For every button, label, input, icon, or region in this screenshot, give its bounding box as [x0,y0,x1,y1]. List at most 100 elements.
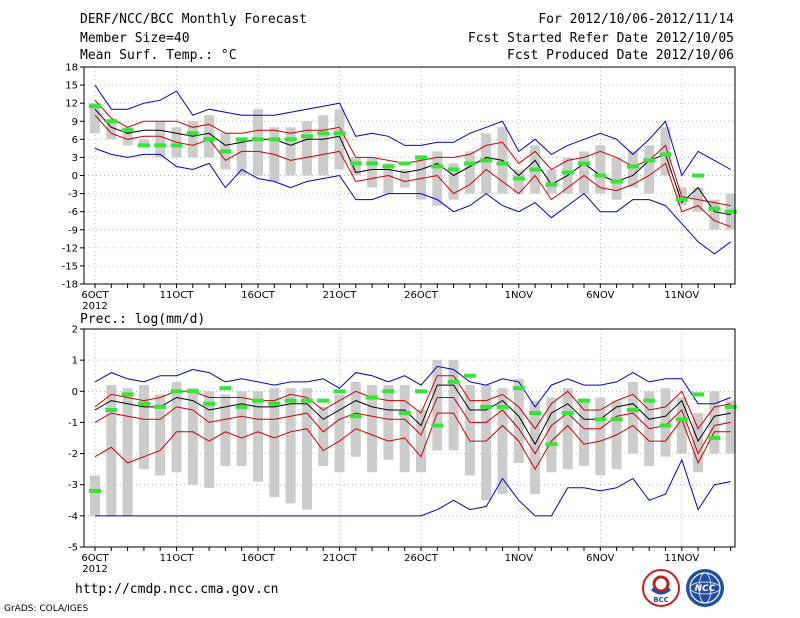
prec-climatology-marker [154,404,167,409]
prec-ensemble-box [138,385,149,470]
prec-x-tick-label: 11OCT [160,553,195,564]
prec-climatology-marker [398,411,411,416]
temp-ensemble-box [367,157,378,188]
prec-climatology-marker [692,392,705,397]
temp-climatology-marker [203,137,216,142]
temp-y-tick-label: 15 [65,81,78,92]
temp-ensemble-box [546,169,557,194]
temp-x-tick-label: 16OCT [241,290,276,301]
temp-year-label: 2012 [82,301,107,312]
prec-ensemble-box [530,400,541,495]
prec-ensemble-box [513,378,524,463]
prec-lower-quartile-line [94,397,731,455]
prec-ensemble-box [187,388,198,485]
temp-ensemble-box [464,151,475,194]
prec-y-tick-label: 1 [72,356,78,367]
start-date: Fcst Started Refer Date 2012/10/05 [467,31,734,46]
temp-ensemble-box [106,121,117,140]
temp-ensemble-box [513,169,524,194]
temp-y-tick-label: 0 [72,171,78,182]
prec-y-tick-label: 2 [72,325,78,336]
temp-climatology-marker [659,152,672,157]
prec-ensemble-box [416,409,426,473]
prec-ensemble-box [220,394,231,467]
prec-y-tick-label: -2 [68,449,78,460]
temp-climatology-marker [300,134,313,139]
temp-climatology-marker [708,206,721,211]
prec-ensemble-box [595,397,606,476]
temp-ensemble-box [236,139,247,176]
temp-ensemble-box [122,127,133,146]
temp-climatology-marker [349,161,362,166]
temp-climatology-marker [333,131,346,136]
temp-x-tick-label: 11OCT [160,290,195,301]
temp-ensemble-box [285,127,296,176]
prec-climatology-marker [137,401,150,406]
temp-ensemble-box [432,151,443,206]
temp-ensemble-box [90,103,100,134]
prec-min-line [95,458,731,517]
temp-climatology-marker [545,182,558,187]
temp-climatology-marker [643,158,656,163]
temp-x-tick-label: 11NOV [664,290,699,301]
temp-y-tick-label: 6 [72,135,78,146]
temp-y-tick-label: -3 [68,189,78,200]
temp-ensemble-box [383,163,394,194]
temp-climatology-marker [366,161,379,166]
temp-x-tick-label: 6NOV [586,290,615,301]
temp-x-tick-label: 6OCT [81,290,109,301]
temp-climatology-marker [154,143,167,148]
temp-x-tick-label: 1NOV [505,290,534,301]
temp-climatology-marker [594,173,607,178]
prec-y-tick-label: -3 [68,480,78,491]
temp-climatology-marker [317,131,330,136]
prec-climatology-marker [235,404,248,409]
prec-x-tick-label: 21OCT [323,553,358,564]
temp-x-tick-label: 26OCT [404,290,439,301]
prec-ensemble-box [171,381,182,473]
prec-climatology-marker [415,389,427,394]
temp-climatology-marker [170,143,183,148]
prec-climatology-marker [431,423,444,428]
temp-climatology-marker [382,164,395,169]
chart-title: DERF/NCC/BCC Monthly Forecast [80,12,307,27]
temp-ensemble-box [579,151,589,194]
prec-climatology-marker [252,398,264,403]
prec-ensemble-box [383,385,394,460]
temp-ensemble-box [709,199,720,230]
prec-x-tick-label: 6OCT [81,553,109,564]
prec-ensemble-box [693,413,704,473]
prec-climatology-marker [724,404,737,409]
temp-x-tick-label: 21OCT [323,290,358,301]
panel2-label: Prec.: log(mm/d) [80,312,205,327]
prec-ensemble-box [432,360,443,451]
prec-ensemble-box [676,397,687,454]
prec-ensemble-box [464,385,475,476]
prec-ensemble-box [204,391,215,488]
prec-ensemble-box [725,400,736,454]
temp-climatology-marker [480,158,493,163]
prec-ensemble-box [122,388,133,516]
prec-ensemble-box [579,400,589,467]
prec-climatology-marker [333,389,346,394]
prec-ensemble-box [334,394,345,473]
prec-ensemble-box [318,406,329,467]
prec-climatology-marker [170,389,183,394]
produced-date: Fcst Produced Date 2012/10/06 [507,48,734,63]
prec-x-tick-label: 1NOV [505,553,534,564]
temp-climatology-marker [284,137,297,142]
prec-ensemble-box [155,394,166,476]
prec-ensemble-box [106,385,117,516]
prec-ensemble-box [562,388,573,470]
temp-climatology-marker [235,137,248,142]
prec-y-tick-label: -1 [68,418,78,429]
prec-climatology-marker [643,398,656,403]
prec-climatology-marker [529,411,542,416]
source-url[interactable]: http://cmdp.ncc.cma.gov.cn [75,582,279,597]
prec-ensemble-box [709,391,720,454]
prec-year-label: 2012 [82,564,107,575]
prec-climatology-marker [512,386,525,391]
temp-climatology-marker [137,143,150,148]
prec-climatology-marker [121,392,134,397]
forecast-period: For 2012/10/06-2012/11/14 [538,12,734,27]
